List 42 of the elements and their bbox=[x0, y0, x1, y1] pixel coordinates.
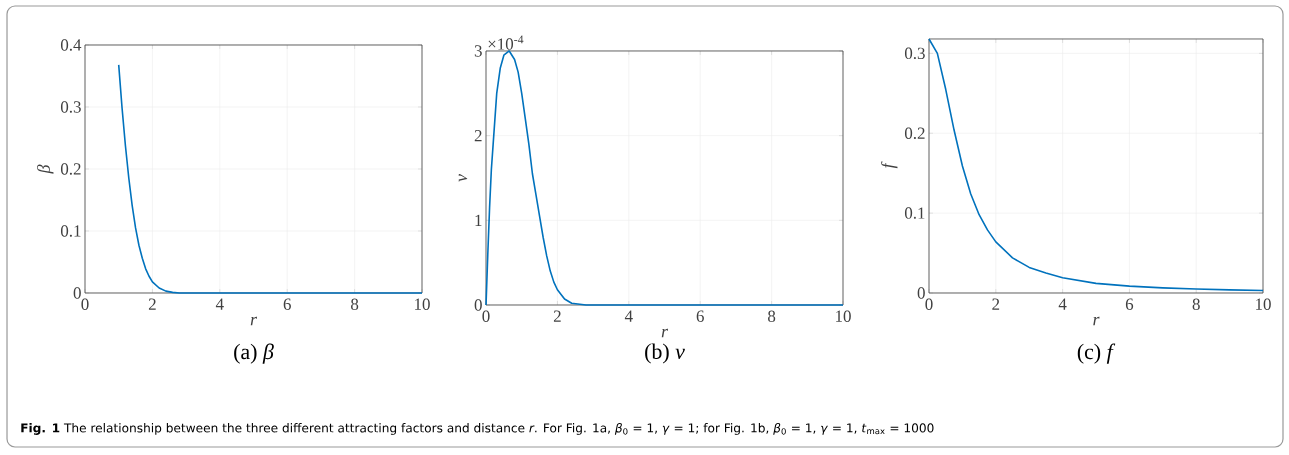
y-tick-label: 0.1 bbox=[904, 207, 925, 219]
text: Fig. 1 The relationship between the three different attracting factors and distance r. For Fig. 1a, β$_{0}$ = 1, γ = 1; for Fig. 1b, β$_{0}$ = 1, γ = 1, t$_{max}$ = 1000 bbox=[21, 423, 934, 435]
text: (a) β bbox=[234, 343, 274, 364]
y-tick-label: 0.3 bbox=[904, 47, 925, 60]
y-tick-label: 0.4 bbox=[60, 39, 82, 51]
x-tick-label: 2 bbox=[553, 310, 561, 322]
x-tick-label: 10 bbox=[836, 310, 851, 322]
y-tick-label: 0.3 bbox=[60, 101, 81, 113]
text: (c) f bbox=[1077, 343, 1116, 364]
x-tick-label: 0 bbox=[925, 298, 933, 310]
line-series bbox=[928, 38, 1264, 292]
y-tick-label: 0.1 bbox=[60, 225, 81, 237]
x-tick-label: 6 bbox=[283, 298, 291, 310]
x-tick-label: 0 bbox=[482, 310, 490, 322]
x-axis-title: r bbox=[1093, 316, 1100, 326]
y-tick-label: 0 bbox=[73, 287, 81, 299]
y-tick-label: 3 bbox=[474, 45, 482, 57]
y-tick-label: 0.2 bbox=[60, 163, 81, 175]
x-tick-label: 8 bbox=[1192, 298, 1200, 310]
y-axis-title: f bbox=[881, 161, 898, 169]
x-tick-label: 10 bbox=[415, 298, 430, 310]
x-tick-label: 6 bbox=[1125, 298, 1134, 310]
x-tick-label: 4 bbox=[1058, 298, 1067, 310]
text: (b) v bbox=[645, 343, 685, 364]
text: ×10$^{-4}$ bbox=[488, 35, 524, 50]
x-axis-title: r bbox=[250, 316, 258, 326]
y-tick-label: 0 bbox=[917, 287, 925, 299]
y-tick-label: 0.2 bbox=[904, 127, 925, 139]
y-tick-label: 1 bbox=[475, 214, 482, 226]
y-axis-title: v bbox=[458, 174, 468, 182]
x-tick-label: 0 bbox=[81, 298, 89, 310]
y-axis-title: β bbox=[37, 164, 54, 174]
x-tick-label: 2 bbox=[148, 298, 156, 310]
x-tick-label: 4 bbox=[624, 310, 633, 322]
x-tick-label: 8 bbox=[351, 298, 359, 310]
y-tick-label: 2 bbox=[474, 130, 482, 142]
x-tick-label: 8 bbox=[768, 310, 776, 322]
x-tick-label: 2 bbox=[992, 298, 1000, 310]
x-tick-label: 6 bbox=[696, 310, 704, 322]
x-tick-label: 4 bbox=[215, 298, 224, 310]
x-axis-title: r bbox=[661, 328, 669, 338]
x-tick-label: 10 bbox=[1256, 298, 1271, 310]
